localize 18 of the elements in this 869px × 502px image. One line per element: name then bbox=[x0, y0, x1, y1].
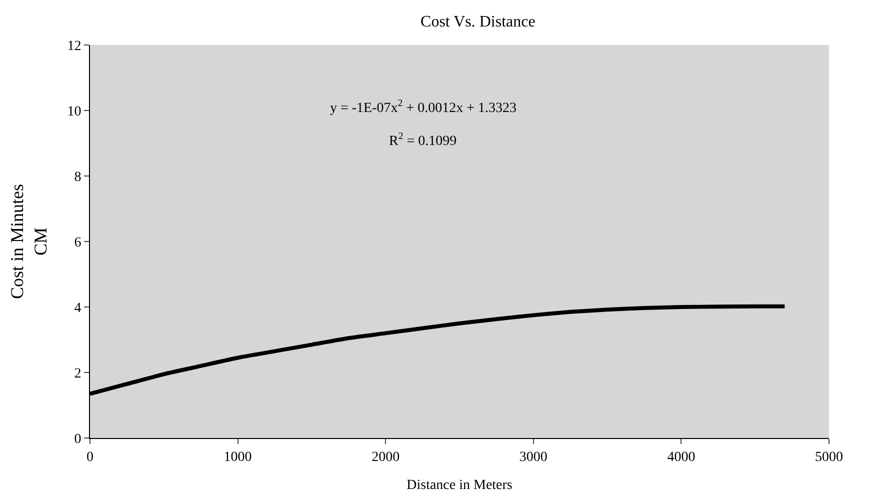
x-tick-label: 5000 bbox=[815, 450, 843, 465]
x-tick-label: 2000 bbox=[372, 450, 400, 465]
annotation: R$^{2}$ = 0.1099 bbox=[389, 131, 457, 149]
y-tick-label: 12 bbox=[67, 38, 82, 54]
y-tick-label: 2 bbox=[74, 366, 82, 382]
y-tick-label: 0 bbox=[74, 432, 82, 447]
y-tick-label: 8 bbox=[74, 170, 82, 185]
x-axis-title: Distance in Meters bbox=[406, 478, 512, 494]
x-tick-label: 0 bbox=[86, 450, 94, 465]
y-tick-label: 6 bbox=[74, 235, 82, 250]
annotation: y = -1E-07x$^{2}$ + 0.0012x + 1.3323 bbox=[330, 98, 516, 116]
x-tick-label: 1000 bbox=[224, 450, 252, 465]
chart-title: Cost Vs. Distance bbox=[420, 13, 536, 30]
y-axis-title: Cost in Minutes CM bbox=[7, 184, 50, 300]
y-tick-label: 10 bbox=[67, 104, 82, 120]
y-tick-label: 4 bbox=[74, 300, 82, 316]
x-tick-label: 4000 bbox=[667, 450, 696, 465]
x-tick-label: 3000 bbox=[519, 450, 548, 465]
